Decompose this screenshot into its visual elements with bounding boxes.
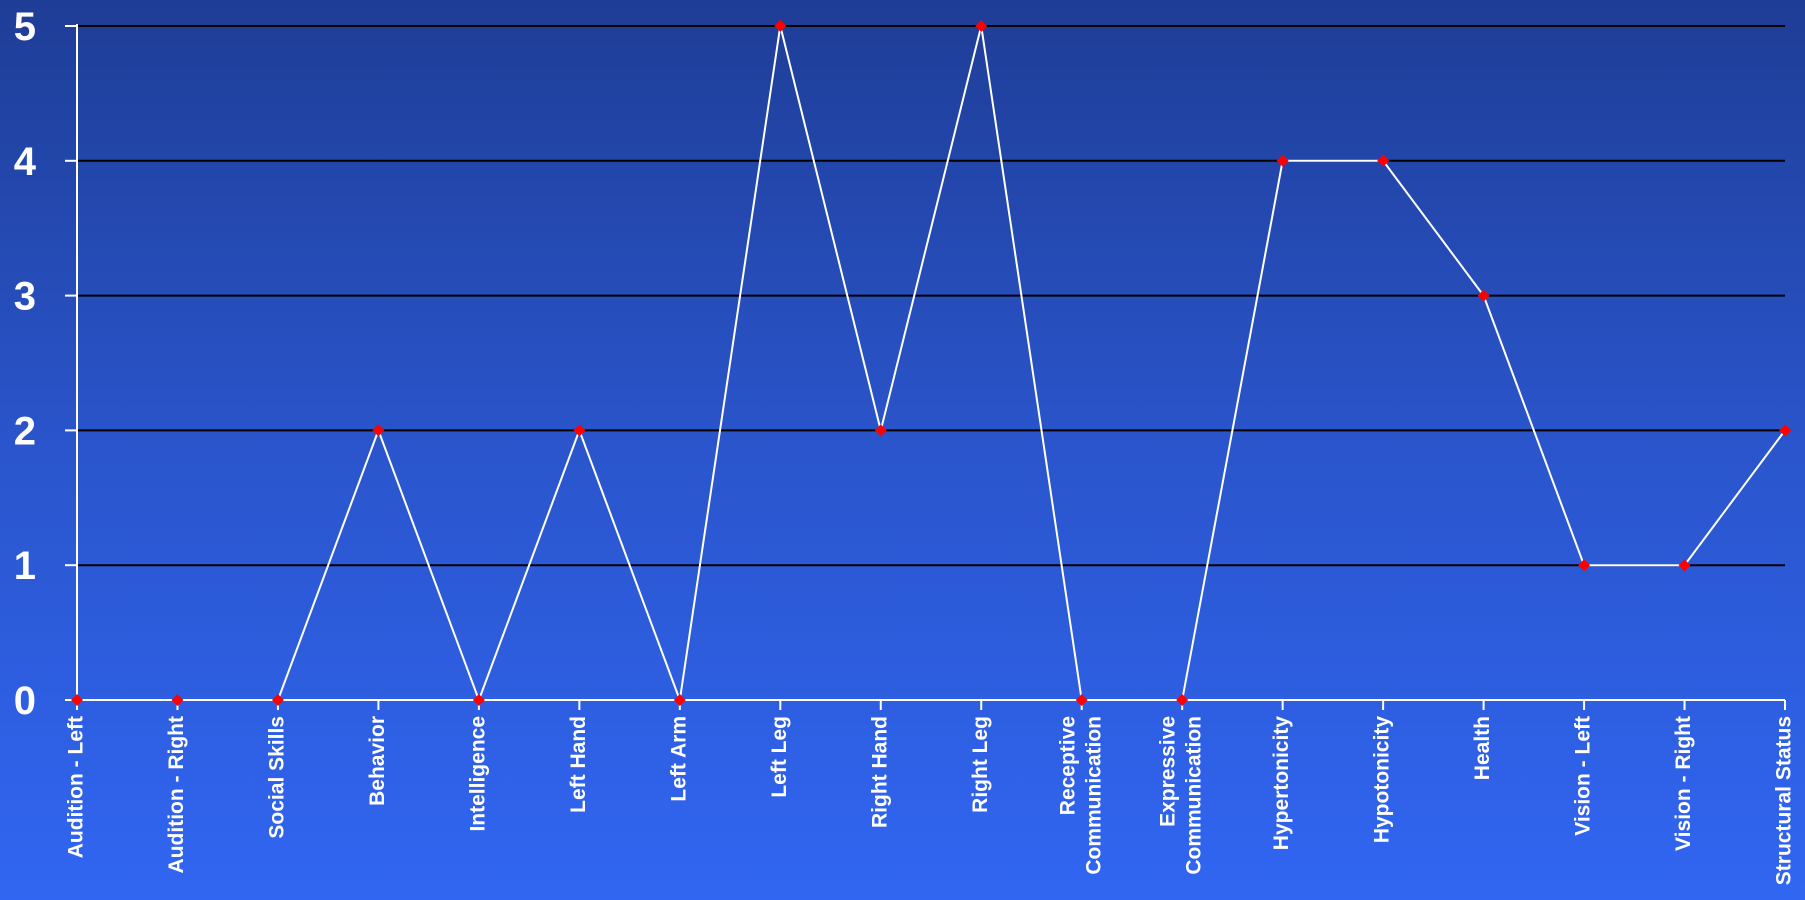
x-tick-label: Expressive — [1157, 716, 1180, 827]
data-point — [1779, 424, 1791, 437]
series-line-path — [77, 25, 1786, 703]
y-tick-label: 2 — [14, 409, 36, 453]
x-axis-ticks: Audition - Left Audition - Right Social Sk… — [65, 700, 1796, 885]
data-point — [1578, 559, 1591, 572]
y-tick-label: 0 — [14, 679, 36, 723]
series-line — [77, 25, 1786, 703]
data-point — [1477, 289, 1490, 302]
data-point — [774, 20, 787, 32]
data-point — [1678, 559, 1691, 572]
x-tick-label: Right Hand — [868, 716, 891, 828]
data-point — [372, 424, 385, 437]
x-tick-label: Vision - Right — [1672, 716, 1695, 851]
data-point — [673, 694, 686, 706]
x-tick-label: Left Leg — [768, 716, 791, 798]
x-tick-label: Receptive — [1056, 716, 1079, 815]
data-point — [171, 694, 184, 706]
x-tick-label: Communication — [1082, 716, 1105, 875]
x-tick-label: Communication — [1183, 716, 1206, 875]
axes — [76, 24, 1785, 701]
data-point — [472, 694, 485, 706]
x-tick-label: Left Hand — [567, 716, 590, 813]
x-tick-label: Audition - Right — [165, 716, 188, 873]
data-markers — [71, 20, 1791, 706]
y-tick-label: 4 — [14, 140, 37, 184]
x-tick-label: Right Leg — [969, 716, 992, 813]
y-tick-label: 5 — [14, 5, 36, 49]
x-tick-label: Hypertonicity — [1270, 716, 1293, 851]
gridlines — [77, 25, 1785, 567]
data-point — [1075, 694, 1088, 706]
data-point — [1377, 154, 1390, 167]
y-tick-label: 3 — [14, 275, 36, 319]
data-point — [71, 694, 83, 706]
data-point — [975, 20, 988, 32]
x-tick-label: Behavior — [366, 716, 389, 806]
x-tick-label: Health — [1471, 716, 1494, 780]
data-point — [573, 424, 586, 437]
x-tick-label: Intelligence — [466, 716, 489, 832]
x-tick-label: Social Skills — [265, 716, 288, 839]
data-point — [271, 694, 284, 706]
x-tick-label: Structural Status — [1773, 716, 1796, 885]
data-point — [1276, 154, 1289, 167]
data-point — [874, 424, 887, 437]
y-axis-ticks: 0 1 2 3 4 5 — [14, 5, 77, 723]
y-tick-label: 1 — [14, 544, 36, 588]
data-point — [1176, 694, 1189, 706]
x-tick-label: Left Arm — [667, 716, 690, 802]
x-tick-label: Audition - Left — [65, 716, 88, 858]
x-tick-label: Vision - Left — [1572, 716, 1595, 836]
x-tick-label: Hypotonicity — [1371, 716, 1394, 843]
